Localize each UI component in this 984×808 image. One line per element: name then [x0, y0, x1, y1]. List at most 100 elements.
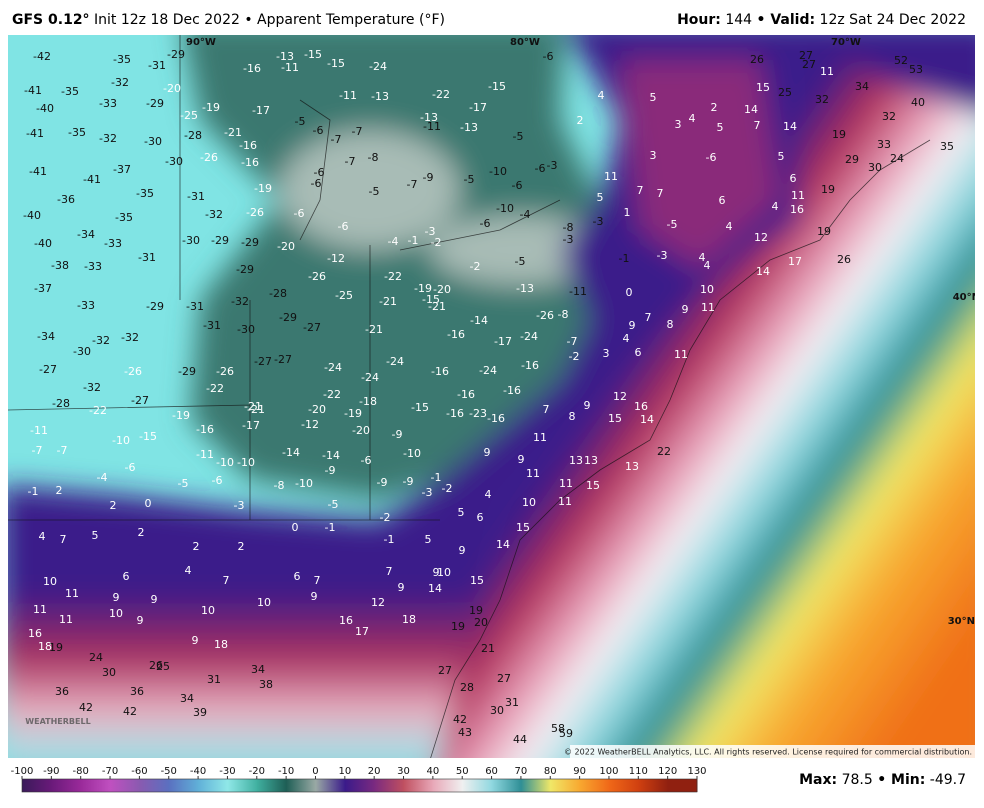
temp-label: 5: [650, 91, 657, 104]
lon-label: 80°W: [510, 37, 540, 48]
temp-label: -6: [338, 220, 349, 233]
temp-label: -16: [457, 388, 475, 401]
temp-label: 9: [584, 399, 591, 412]
temp-label: -22: [323, 388, 341, 401]
colorbar-tick-label: 20: [368, 766, 381, 777]
temp-label: 11: [59, 613, 73, 626]
temp-label: 6: [719, 194, 726, 207]
temp-label: -6: [314, 166, 325, 179]
temp-label: -26: [536, 309, 554, 322]
temp-label: 7: [223, 574, 230, 587]
temp-label: 4: [485, 488, 492, 501]
colorbar-tick-label: -40: [190, 766, 206, 777]
temp-label: 1: [624, 206, 631, 219]
temp-label: -26: [216, 365, 234, 378]
temp-label: 9: [629, 319, 636, 332]
temp-label: 15: [516, 521, 530, 534]
temp-label: -7: [331, 133, 342, 146]
temp-label: 9: [484, 446, 491, 459]
temp-label: -29: [146, 97, 164, 110]
temp-label: 32: [882, 110, 896, 123]
colorbar-segment: [80, 779, 111, 792]
temp-label: 31: [505, 696, 519, 709]
temp-label: -15: [422, 293, 440, 306]
colorbar-tick-label: 40: [427, 766, 440, 777]
temp-label: -16: [241, 156, 259, 169]
temp-label: -13: [276, 50, 294, 63]
temp-label: 52: [894, 54, 908, 67]
temp-label: -13: [460, 121, 478, 134]
temp-label: -15: [488, 80, 506, 93]
colorbar-segment: [139, 779, 170, 792]
temp-label: 12: [613, 390, 627, 403]
temp-label: -19: [414, 282, 432, 295]
temp-label: -10: [295, 477, 313, 490]
temp-label: -6: [212, 474, 223, 487]
temp-label: 19: [821, 183, 835, 196]
temp-label: 7: [60, 533, 67, 546]
temp-label: 10: [257, 596, 271, 609]
temp-label: -6: [706, 151, 717, 164]
temp-label: -26: [124, 365, 142, 378]
temp-label: 9: [311, 590, 318, 603]
colorbar-segment: [374, 779, 405, 792]
colorbar-segment: [667, 779, 698, 792]
temp-label: -27: [131, 394, 149, 407]
temp-label: 35: [940, 140, 954, 153]
temp-label: 5: [425, 533, 432, 546]
temp-label: -32: [99, 132, 117, 145]
temp-label: 4: [598, 89, 605, 102]
colorbar-tick-label: 60: [485, 766, 498, 777]
temp-label: 5: [778, 150, 785, 163]
temp-label: 6: [294, 570, 301, 583]
temp-label: -40: [34, 237, 52, 250]
temp-label: 11: [701, 301, 715, 314]
colorbar-tick-label: 130: [687, 766, 706, 777]
temp-label: -32: [92, 334, 110, 347]
temp-label: -6: [361, 454, 372, 467]
temp-label: -31: [138, 251, 156, 264]
temp-label: 27: [802, 58, 816, 71]
temp-label: 14: [756, 265, 770, 278]
temp-label: 59: [559, 727, 573, 740]
temp-label: -7: [32, 444, 43, 457]
colorbar-segment: [227, 779, 258, 792]
temp-label: -6: [311, 177, 322, 190]
temp-label: 3: [675, 118, 682, 131]
temp-label: -22: [89, 404, 107, 417]
temp-label: 3: [603, 347, 610, 360]
temp-label: -20: [352, 424, 370, 437]
temp-label: -10: [489, 165, 507, 178]
temp-label: -32: [121, 331, 139, 344]
temp-label: 22: [657, 445, 671, 458]
temp-label: 9: [113, 591, 120, 604]
temp-label: 7: [754, 119, 761, 132]
temp-label: 13: [625, 460, 639, 473]
temp-label: 14: [783, 120, 797, 133]
temp-label: 29: [845, 153, 859, 166]
temp-label: 40: [911, 96, 925, 109]
temp-label: -6: [543, 50, 554, 63]
temp-label: 7: [386, 565, 393, 578]
colorbar-segment: [256, 779, 287, 792]
temp-label: -26: [246, 206, 264, 219]
temp-label: -16: [239, 139, 257, 152]
lat-label: 40°N: [953, 292, 980, 303]
temp-label: -25: [180, 109, 198, 122]
temp-label: -7: [352, 125, 363, 138]
colorbar-tick-label: -20: [249, 766, 265, 777]
temp-label: 19: [49, 641, 63, 654]
temp-label: 0: [292, 521, 299, 534]
colorbar-segment: [608, 779, 639, 792]
temp-label: -16: [196, 423, 214, 436]
colorbar-segment: [550, 779, 581, 792]
temp-label: 30: [490, 704, 504, 717]
lat-label: 30°N: [948, 616, 975, 627]
temp-label: -28: [184, 129, 202, 142]
temp-label: -33: [77, 299, 95, 312]
temp-label: -30: [165, 155, 183, 168]
temp-label: 4: [39, 530, 46, 543]
temp-label: 11: [604, 170, 618, 183]
temp-label: -32: [205, 208, 223, 221]
